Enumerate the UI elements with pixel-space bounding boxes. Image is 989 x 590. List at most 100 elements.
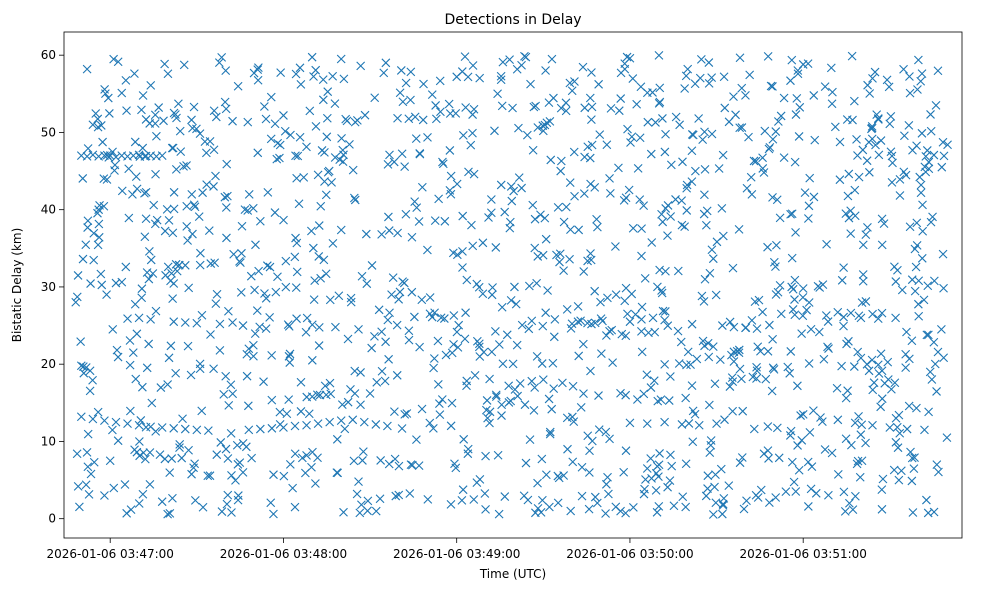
data-point	[370, 93, 380, 103]
data-point	[444, 99, 454, 109]
data-point	[312, 390, 322, 400]
data-point	[164, 215, 174, 225]
data-point	[291, 69, 301, 79]
data-point	[793, 66, 803, 75]
data-point	[406, 460, 416, 470]
data-point	[97, 280, 107, 290]
data-point	[791, 487, 801, 496]
data-point	[88, 150, 98, 160]
data-point	[259, 102, 269, 111]
data-point	[429, 354, 439, 363]
data-point	[380, 376, 390, 386]
data-point	[209, 106, 219, 116]
data-point	[682, 360, 691, 370]
data-point	[496, 180, 506, 190]
data-point	[242, 371, 252, 381]
data-point	[521, 52, 531, 62]
data-point	[78, 174, 88, 183]
data-point	[711, 498, 721, 508]
data-point	[430, 216, 440, 225]
data-point	[244, 344, 254, 354]
data-point	[910, 286, 920, 296]
data-point	[383, 315, 393, 325]
data-point	[404, 114, 414, 124]
data-point	[868, 385, 878, 395]
data-point	[212, 289, 222, 299]
data-point	[605, 173, 614, 183]
data-point	[283, 320, 293, 329]
data-point	[924, 157, 934, 167]
data-point	[167, 143, 177, 153]
data-point	[703, 338, 713, 348]
data-point	[203, 426, 213, 436]
data-point	[131, 374, 141, 384]
data-point	[267, 423, 277, 433]
data-point	[236, 287, 246, 297]
data-point	[483, 413, 492, 423]
data-point	[734, 224, 744, 234]
data-point	[78, 254, 88, 264]
data-point	[261, 293, 271, 303]
data-point	[766, 81, 776, 91]
data-point	[468, 128, 477, 138]
data-point	[908, 508, 918, 517]
data-point	[877, 240, 887, 250]
data-point	[789, 477, 799, 487]
data-point	[625, 317, 635, 327]
data-point	[452, 327, 462, 337]
data-point	[918, 226, 928, 236]
data-point	[728, 406, 738, 416]
data-point	[339, 507, 348, 517]
data-point	[322, 132, 332, 142]
data-point	[463, 72, 473, 82]
data-point	[233, 495, 243, 505]
data-point	[661, 204, 671, 213]
data-point	[425, 418, 435, 428]
data-point	[255, 322, 265, 332]
data-point	[942, 433, 952, 443]
data-point	[76, 361, 86, 371]
data-point	[121, 262, 131, 272]
data-point	[587, 68, 596, 77]
data-point	[217, 53, 227, 62]
data-point	[912, 240, 922, 250]
data-point	[175, 439, 185, 449]
data-point	[735, 458, 745, 468]
data-point	[270, 119, 280, 129]
data-point	[172, 113, 181, 123]
data-point	[904, 401, 914, 411]
data-point	[265, 313, 275, 322]
data-point	[134, 499, 144, 508]
data-point	[134, 150, 144, 160]
data-point	[83, 144, 93, 153]
data-point	[524, 324, 534, 334]
data-point	[156, 383, 166, 392]
data-point	[639, 389, 649, 399]
data-point	[621, 331, 631, 341]
data-point	[145, 448, 155, 457]
data-point	[547, 54, 557, 64]
data-point	[920, 425, 929, 435]
data-points	[71, 51, 952, 519]
data-point	[924, 164, 934, 174]
data-point	[764, 498, 774, 508]
data-point	[636, 82, 646, 92]
data-point	[718, 231, 728, 241]
data-point	[803, 457, 813, 467]
data-point	[913, 55, 923, 65]
data-point	[846, 440, 856, 450]
data-point	[204, 226, 214, 236]
data-point	[606, 104, 616, 113]
data-point	[394, 490, 404, 500]
data-point	[741, 90, 750, 100]
data-point	[308, 243, 318, 253]
data-point	[182, 201, 192, 211]
data-point	[687, 146, 697, 156]
data-point	[190, 459, 200, 469]
data-point	[397, 149, 407, 159]
data-point	[728, 377, 738, 387]
data-point	[441, 350, 451, 360]
data-point	[781, 487, 791, 497]
data-point	[904, 120, 914, 130]
data-point	[901, 349, 911, 359]
